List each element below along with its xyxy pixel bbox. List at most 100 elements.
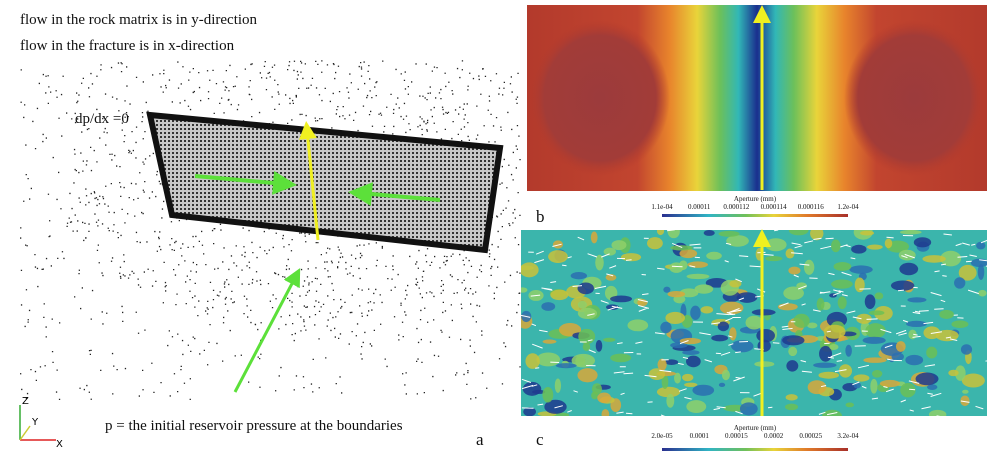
field-patch [704,230,715,236]
field-patch [665,312,685,324]
field-patch [865,294,876,309]
field-patch [976,242,985,250]
field-patch [846,402,854,407]
field-patch [951,320,968,328]
field-patch [778,303,798,310]
field-patch [663,287,670,293]
field-patch [962,390,968,394]
field-patch [746,316,763,330]
field-patch [786,360,798,371]
field-patch [948,370,958,376]
field-patch [765,256,782,261]
field-patch [914,237,931,247]
field-patch [695,284,714,293]
field-patch [577,283,594,295]
colorbar [662,214,848,217]
field-patch [765,238,787,251]
field-patch [548,250,568,263]
field-patch [577,368,597,382]
field-patch [808,380,827,394]
field-patch [863,337,886,344]
field-patch [610,354,631,363]
field-patch [849,265,872,273]
field-patch [578,301,587,309]
field-patch [666,394,674,408]
field-patch [853,374,869,381]
field-patch [542,387,553,403]
field-patch [865,323,885,338]
field-patch [690,306,700,320]
field-patch [926,347,937,359]
field-patch [686,356,701,368]
field-patch [929,410,947,420]
field-patch [817,298,825,311]
colorbar-tick-label: 0.0002 [764,432,784,440]
colorbar-tick-label: 0.00025 [799,432,822,440]
colorbar-tick-label: 2.0e-05 [651,432,673,440]
colorbar-tick-label: 0.00015 [725,432,748,440]
field-patch [684,383,697,387]
field-patch [851,245,866,254]
field-patch [899,263,918,275]
field-patch [978,290,986,297]
field-patch [701,306,714,313]
field-patch [754,361,774,367]
field-patch [813,363,836,368]
field-patch [875,292,884,299]
field-patch [829,344,838,350]
axes-triad: Z Y X [20,396,63,450]
field-patch [845,345,852,357]
field-patch [660,322,671,333]
field-region [530,20,670,176]
field-patch [922,255,945,263]
field-patch [752,309,776,315]
note: flow in the rock matrix is in y-directio… [20,12,258,28]
field-patch [523,382,541,396]
colorbar-tick-label: 1.1e-04 [651,203,673,211]
panel-label: c [536,430,544,449]
field-patch [880,380,900,387]
boundary-label: dp/dx =0 [75,111,129,127]
field-patch [525,353,539,369]
field-patch [596,340,603,352]
field-patch [891,280,914,290]
field-patch [900,230,922,235]
axis-label: Z [22,396,29,407]
field-patch [550,290,568,300]
panel-label: b [536,207,545,226]
panel-label: a [476,430,484,449]
field-patch [793,314,809,328]
field-patch [892,353,904,362]
field-patch [720,302,743,315]
field-patch [786,394,798,400]
pointer-arrow [235,276,296,392]
field-patch [610,296,632,303]
field-patch [867,244,883,249]
field-patch [900,383,915,397]
field-patch [905,355,923,365]
field-patch [686,400,706,413]
field-patch [756,329,775,342]
field-patch [536,352,560,366]
field-patch [541,302,555,311]
field-patch [719,383,725,387]
colorbar-tick-label: 0.0001 [690,432,710,440]
field-region [844,20,984,176]
field-patch [658,359,667,371]
colorbar-tick-label: 0.000116 [798,203,824,211]
colorbar-title: Aperture (mm) [734,195,777,203]
colorbar-tick-label: 1.2e-04 [837,203,859,211]
field-patch [543,340,557,344]
field-patch [872,370,882,378]
field-patch [682,374,693,381]
field-patch [855,277,865,292]
field-patch [603,338,615,342]
field-patch [597,393,611,404]
field-patch [818,372,839,379]
field-patch [939,310,954,319]
axis-label: X [56,439,63,450]
field-patch [556,363,577,368]
field-patch [822,410,842,422]
colorbar [662,448,848,451]
colorbar-tick-label: 0.000112 [723,203,749,211]
